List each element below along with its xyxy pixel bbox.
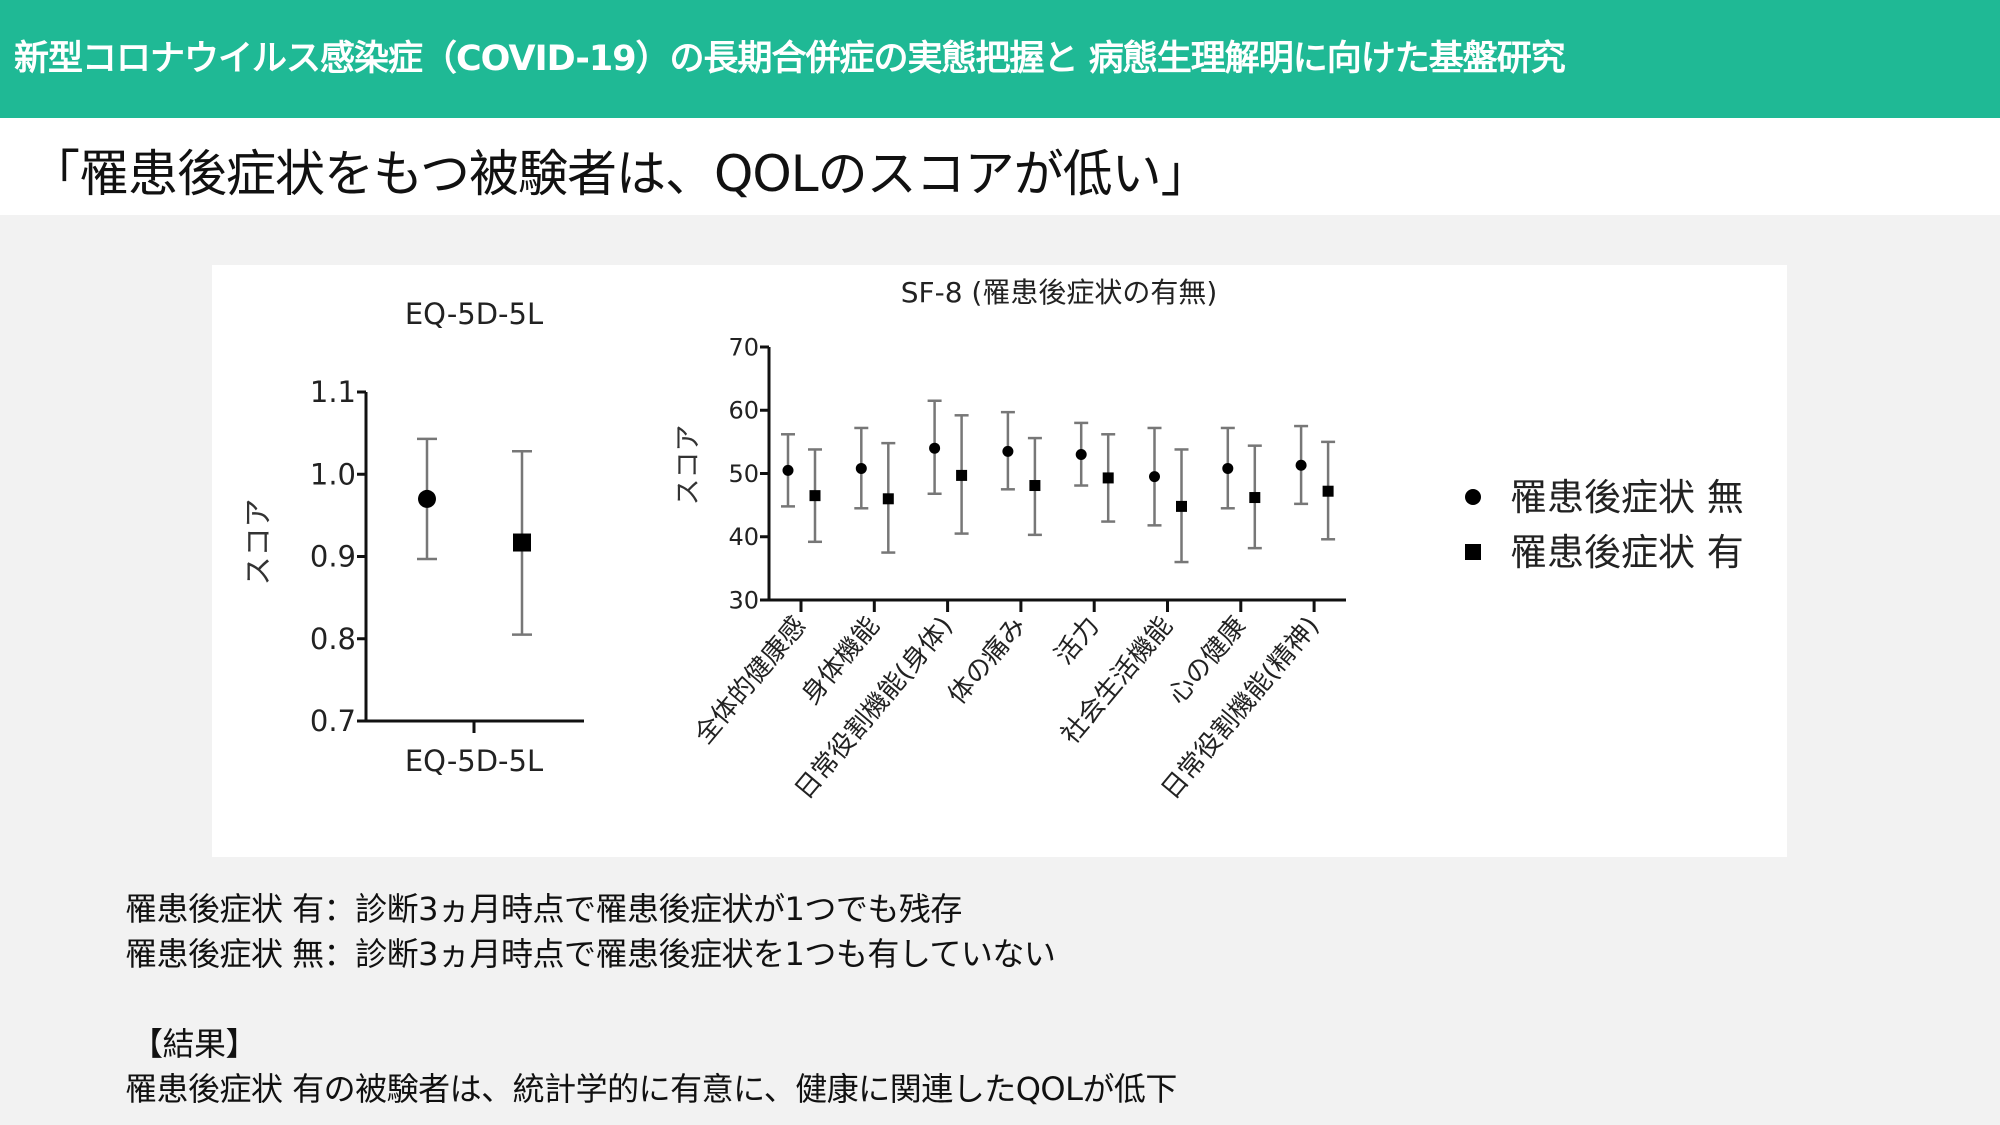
y-tick-label: 0.7 xyxy=(310,704,356,738)
subtitle-bar: 「罹患後症状をもつ被験者は、QOLのスコアが低い」 xyxy=(0,118,2000,215)
point-without-symptoms xyxy=(1222,462,1234,474)
x-category-label: 全体的健康感 xyxy=(689,611,812,750)
y-axis-label: スコア xyxy=(673,425,704,506)
y-tick-label: 0.9 xyxy=(310,540,356,574)
point-with-symptoms xyxy=(882,493,894,505)
y-tick-label: 0.8 xyxy=(310,622,356,656)
x-category-label: 活力 xyxy=(1049,611,1105,670)
header-title: 新型コロナウイルス感染症（COVID-19）の長期合併症の実態把握と 病態生理解… xyxy=(14,39,1566,79)
header-bar: 新型コロナウイルス感染症（COVID-19）の長期合併症の実態把握と 病態生理解… xyxy=(0,0,2000,118)
note-with-symptoms: 罹患後症状 有：診断3ヵ月時点で罹患後症状が1つでも残存 xyxy=(125,890,962,928)
note-without-symptoms: 罹患後症状 無：診断3ヵ月時点で罹患後症状を1つも有していない xyxy=(125,935,1056,973)
slide-subtitle: 「罹患後症状をもつ被験者は、QOLのスコアが低い」 xyxy=(30,145,1211,203)
point-with-symptoms xyxy=(1029,480,1041,492)
notes: 罹患後症状 有：診断3ヵ月時点で罹患後症状が1つでも残存 罹患後症状 無：診断3… xyxy=(125,887,1177,1112)
y-tick-label: 50 xyxy=(728,460,759,488)
point-with-symptoms xyxy=(809,490,821,502)
legend-marker-square xyxy=(1465,544,1481,560)
chart-title: SF-8 (罹患後症状の有無) xyxy=(901,276,1218,309)
x-category-label: 体の痛み xyxy=(942,611,1032,710)
legend-label: 罹患後症状 有 xyxy=(1510,531,1744,574)
result-heading: 【結果】 xyxy=(131,1025,258,1063)
chart-title: EQ-5D-5L xyxy=(405,297,543,331)
y-tick-label: 60 xyxy=(728,397,759,425)
x-category-label: EQ-5D-5L xyxy=(405,744,543,778)
point-with-symptoms xyxy=(956,469,968,481)
point-with-symptoms xyxy=(1176,500,1187,512)
point-without-symptoms xyxy=(1002,445,1014,457)
result-text: 罹患後症状 有の被験者は、統計学的に有意に、健康に関連したQOLが低下 xyxy=(125,1070,1177,1108)
point-with-symptoms xyxy=(1322,485,1334,497)
point-without-symptoms xyxy=(1295,459,1307,471)
y-tick-label: 70 xyxy=(728,333,759,361)
y-tick-label: 1.0 xyxy=(310,457,356,491)
y-tick-label: 40 xyxy=(728,523,759,551)
legend-label: 罹患後症状 無 xyxy=(1510,476,1744,519)
point-without-symptoms xyxy=(782,464,794,476)
y-axis-label: スコア xyxy=(241,498,275,585)
point-with-symptoms xyxy=(1249,492,1261,504)
point-without-symptoms xyxy=(929,442,941,454)
point-without-symptoms xyxy=(855,462,867,474)
point-without-symptoms xyxy=(1149,471,1160,483)
point-without-symptoms xyxy=(1075,449,1087,461)
point-with-symptoms xyxy=(1102,472,1114,484)
point-with-symptoms xyxy=(513,533,531,552)
legend-marker-circle xyxy=(1465,489,1481,505)
chart-panel xyxy=(212,265,1787,857)
point-without-symptoms xyxy=(418,489,436,508)
y-tick-label: 1.1 xyxy=(310,375,356,409)
y-tick-label: 30 xyxy=(728,586,759,614)
